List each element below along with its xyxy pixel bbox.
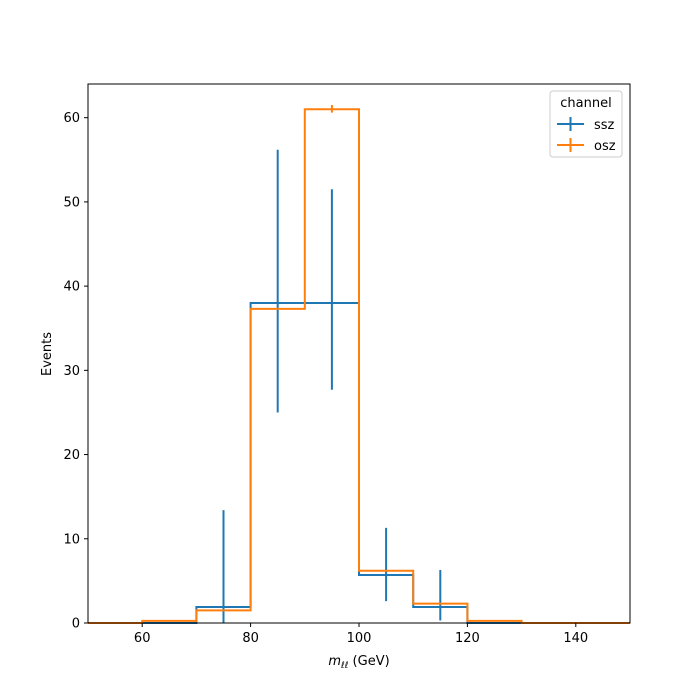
x-axis-label-var: m — [328, 654, 341, 669]
y-axis-label: Events — [40, 332, 55, 376]
x-tick-label: 80 — [242, 631, 259, 646]
y-tick-label: 40 — [63, 280, 80, 295]
legend-label-osz: osz — [594, 139, 616, 154]
y-tick-label: 20 — [63, 448, 80, 463]
x-axis: 60 80 100 120 140 — [134, 623, 588, 646]
y-tick-label: 0 — [72, 617, 80, 632]
legend-title: channel — [560, 96, 611, 111]
x-tick-label: 100 — [347, 631, 372, 646]
legend-box — [549, 90, 623, 158]
legend-label-ssz: ssz — [594, 118, 615, 133]
x-tick-label: 140 — [563, 631, 588, 646]
y-tick-label: 30 — [63, 364, 80, 379]
x-tick-label: 60 — [134, 631, 151, 646]
series-layer — [88, 105, 630, 624]
y-tick-label: 60 — [63, 111, 80, 126]
series-step-osz — [88, 108, 630, 624]
x-axis-label-unit: (GeV) — [348, 654, 389, 669]
y-tick-label: 10 — [63, 532, 80, 547]
x-tick-label: 120 — [455, 631, 480, 646]
y-axis: 0 10 20 30 40 50 60 — [63, 111, 88, 632]
y-tick-label: 50 — [63, 195, 80, 210]
legend: channel ssz osz — [549, 90, 623, 158]
x-axis-label-sub: ℓℓ — [340, 661, 348, 671]
x-axis-label: mℓℓ (GeV) — [328, 654, 389, 671]
legend-entries: ssz osz — [557, 117, 616, 154]
